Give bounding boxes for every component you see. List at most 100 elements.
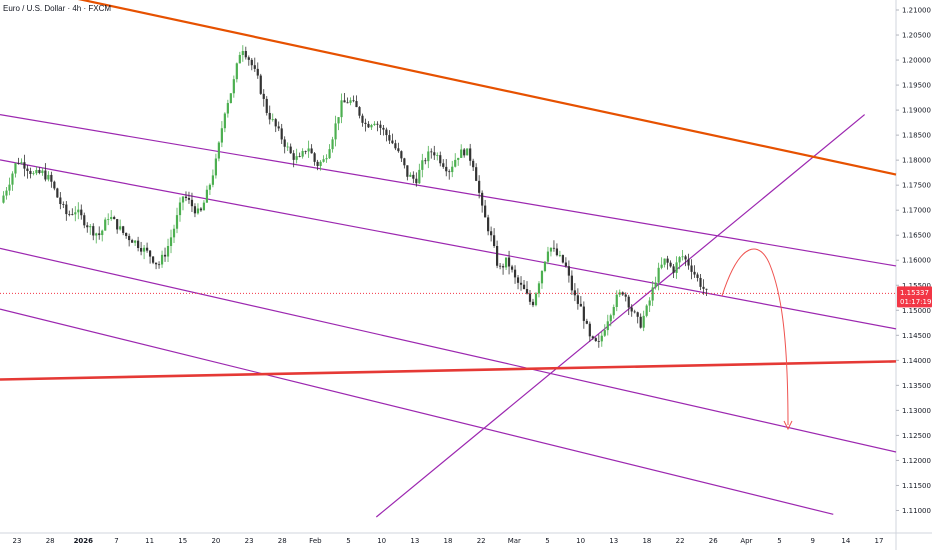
- candle-body: [199, 208, 203, 211]
- candle-body: [555, 248, 559, 256]
- y-tick-label: 1.12000: [902, 457, 931, 465]
- candle-body: [145, 247, 149, 251]
- candle-body: [504, 257, 508, 268]
- candle-body: [684, 256, 687, 260]
- candle-body: [238, 55, 241, 64]
- candle-body: [169, 237, 173, 247]
- candle-body: [68, 214, 71, 215]
- candle-body: [466, 148, 469, 156]
- candle-body: [612, 307, 615, 316]
- last-price-value: 1.15337: [900, 289, 929, 297]
- candle-body: [388, 135, 391, 141]
- candle-body: [331, 139, 334, 150]
- x-tick-label: Feb: [309, 537, 322, 545]
- candle-body: [672, 266, 675, 273]
- candle-body: [367, 123, 370, 128]
- x-tick-label: 5: [777, 537, 781, 545]
- candle-body: [403, 158, 406, 166]
- candle-body: [639, 316, 642, 328]
- candle-body: [457, 157, 460, 160]
- candle-body: [558, 255, 562, 256]
- y-tick-label: 1.13000: [902, 407, 931, 415]
- candle-body: [65, 204, 68, 215]
- candle-body: [478, 180, 481, 193]
- uptrend-line: [375, 114, 866, 518]
- candle-body: [148, 250, 152, 257]
- x-tick-label: 26: [709, 537, 718, 545]
- candle-body: [163, 254, 167, 257]
- candle-body: [582, 306, 585, 321]
- candle-body: [484, 205, 487, 218]
- candle-body: [546, 251, 550, 262]
- y-tick-label: 1.11500: [902, 482, 931, 490]
- candle-body: [510, 266, 514, 270]
- candle-body: [522, 284, 526, 290]
- price-axis[interactable]: 1.21000 1.20500 1.20000 1.19500 1.19000 1.185…: [896, 7, 931, 515]
- candle-body: [394, 143, 397, 149]
- candle-body: [487, 217, 490, 232]
- candle-body: [5, 190, 8, 196]
- candle-body: [17, 163, 20, 165]
- x-tick-label: 28: [46, 537, 55, 545]
- candle-body: [373, 123, 376, 126]
- candle-body: [83, 215, 86, 226]
- candle-body: [98, 233, 101, 236]
- candle-body: [358, 107, 361, 116]
- x-tick-label: 22: [676, 537, 685, 545]
- candle-body: [690, 265, 693, 272]
- candle-body: [460, 149, 463, 158]
- candle-body: [181, 196, 185, 203]
- x-tick-label: 5: [545, 537, 549, 545]
- candle-body: [696, 274, 699, 278]
- candle-body: [313, 153, 316, 162]
- candle-body: [498, 265, 502, 267]
- y-tick-label: 1.15000: [902, 307, 931, 315]
- candle-body: [56, 188, 59, 198]
- candle-body: [585, 320, 588, 324]
- time-axis[interactable]: 23 28 2026 7 11 15 20 23 28 Feb 5 10 13 18 22 Mar 5 10 13 1…: [13, 537, 884, 545]
- candle-body: [501, 266, 505, 268]
- candle-body: [436, 155, 439, 156]
- candle-body: [543, 261, 547, 271]
- x-tick-label: 23: [13, 537, 22, 545]
- candle-body: [241, 51, 244, 56]
- candle-body: [137, 240, 140, 249]
- candle-body: [513, 269, 517, 278]
- candle-body: [160, 254, 164, 265]
- y-tick-label: 1.11000: [902, 507, 931, 515]
- candle-body: [693, 271, 696, 275]
- candle-body: [316, 161, 319, 166]
- candle-body: [29, 170, 32, 174]
- candle-body: [415, 178, 418, 184]
- candle-body: [699, 277, 702, 287]
- candle-body: [184, 196, 188, 198]
- y-tick-label: 1.19500: [902, 82, 931, 90]
- candle-body: [205, 189, 209, 203]
- candle-body: [226, 103, 229, 114]
- x-tick-label: 15: [178, 537, 187, 545]
- candle-body: [295, 156, 298, 160]
- y-tick-label: 1.15500: [902, 282, 931, 290]
- candle-body: [603, 330, 606, 336]
- candle-body: [157, 264, 161, 266]
- candle-body: [187, 197, 191, 200]
- candle-body: [448, 171, 451, 173]
- y-tick-label: 1.13500: [902, 382, 931, 390]
- candle-body: [537, 283, 541, 294]
- candle-body: [280, 128, 283, 140]
- candle-body: [92, 226, 95, 236]
- candle-body: [340, 100, 343, 118]
- candle-body: [618, 292, 621, 295]
- candle-body: [454, 159, 457, 167]
- candle-body: [391, 140, 394, 144]
- candle-body: [472, 160, 475, 168]
- candle-body: [44, 170, 47, 180]
- candle-body: [125, 232, 128, 236]
- x-tick-label: 7: [114, 537, 118, 545]
- candle-body: [301, 150, 304, 157]
- candle-body: [229, 93, 232, 104]
- candle-body: [47, 174, 50, 180]
- candle-body: [463, 149, 466, 156]
